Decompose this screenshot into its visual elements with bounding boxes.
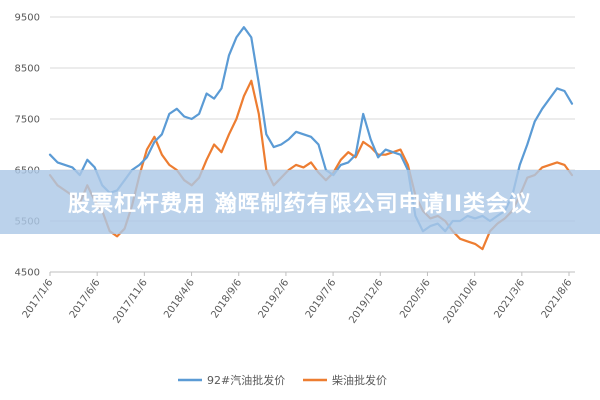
x-tick-label: 2021/8/6: [540, 277, 575, 320]
headline-text: 股票杠杆费用 瀚晖制药有限公司申请II类会议: [67, 192, 533, 217]
x-tick-label: 2019/7/6: [304, 277, 339, 320]
x-tick-label: 2018/9/6: [209, 277, 244, 320]
x-tick-label: 2017/1/6: [21, 277, 56, 320]
y-tick-label: 7500: [15, 115, 40, 126]
x-tick-label: 2017/11/6: [111, 277, 149, 325]
headline-banner: 股票杠杆费用 瀚晖制药有限公司申请II类会议: [0, 170, 600, 234]
y-tick-label: 4500: [15, 268, 40, 279]
y-tick-label: 9500: [15, 13, 40, 24]
legend-label: 92#汽油批发价: [207, 373, 285, 387]
x-tick-label: 2021/3/6: [492, 277, 527, 320]
x-tick-label: 2020/10/6: [442, 277, 480, 325]
x-tick-label: 2019/12/6: [347, 277, 385, 325]
y-axis-ticks: 450055006500750085009500: [15, 13, 40, 279]
y-tick-label: 8500: [15, 64, 40, 75]
x-tick-label: 2017/6/6: [68, 277, 103, 320]
legend-label: 柴油批发价: [332, 373, 387, 387]
x-axis-ticks: 2017/1/6 2017/6/6 2017/11/6 2018/4/6 2018/9/…: [21, 272, 575, 326]
x-tick-label: 2020/5/6: [398, 277, 433, 320]
x-tick-label: 2018/4/6: [162, 277, 197, 320]
legend: 92#汽油批发价 柴油批发价: [178, 373, 387, 387]
x-tick-label: 2019/2/6: [257, 277, 292, 320]
